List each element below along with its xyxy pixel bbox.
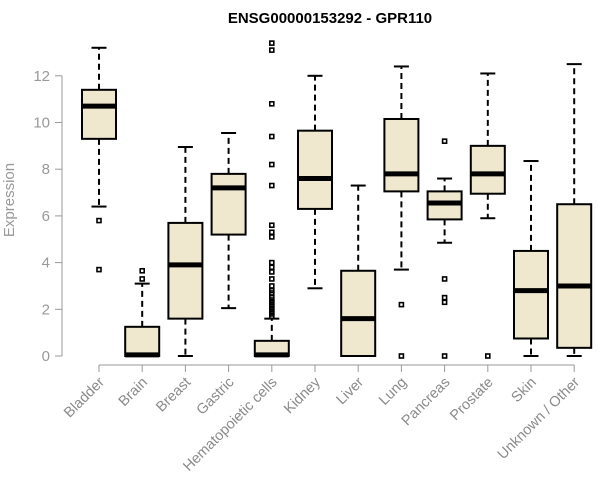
outlier-point bbox=[268, 229, 275, 236]
outlier-point bbox=[441, 353, 448, 359]
boxes-group bbox=[81, 40, 593, 359]
outlier-point bbox=[139, 276, 145, 282]
outlier-point bbox=[268, 234, 275, 240]
box-kidney bbox=[297, 129, 333, 210]
y-tick-label: 8 bbox=[42, 161, 50, 178]
box-brain bbox=[124, 325, 161, 357]
outlier-point bbox=[268, 40, 275, 46]
outlier-point bbox=[441, 294, 448, 301]
y-axis-label: Expression bbox=[1, 163, 18, 237]
x-tick-label: Liver bbox=[333, 374, 367, 408]
box-gastric bbox=[210, 172, 247, 236]
box-lung bbox=[383, 117, 420, 193]
outlier-point bbox=[96, 217, 102, 224]
x-tick-label: Skin bbox=[509, 375, 540, 406]
box-unknown-other bbox=[556, 203, 593, 349]
y-tick-label: 0 bbox=[42, 348, 50, 365]
outlier-point bbox=[268, 259, 275, 266]
axes: 0 2 4 6 8 10 12 bbox=[33, 68, 575, 372]
y-tick-label: 12 bbox=[33, 68, 50, 85]
y-tick-label: 6 bbox=[42, 208, 50, 225]
outlier-point bbox=[96, 266, 102, 273]
box-liver bbox=[340, 269, 377, 357]
outlier-point bbox=[268, 264, 275, 271]
outlier-point bbox=[398, 301, 405, 308]
x-tick-label: Breast bbox=[153, 375, 194, 416]
outlier-point bbox=[268, 182, 275, 189]
outlier-point bbox=[268, 47, 275, 53]
outlier-point bbox=[268, 283, 275, 289]
outlier-point bbox=[268, 161, 275, 168]
box-bladder bbox=[81, 88, 117, 140]
outlier-point bbox=[484, 353, 491, 359]
x-tick-label: Unknown / Other bbox=[495, 374, 583, 462]
outlier-point bbox=[268, 276, 275, 282]
outlier-point bbox=[268, 313, 275, 320]
box-prostate bbox=[469, 144, 506, 195]
outlier-point bbox=[441, 299, 448, 306]
x-tick-label: Brain bbox=[116, 375, 151, 410]
y-tick-label: 2 bbox=[42, 301, 50, 318]
x-tick-label: Bladder bbox=[61, 374, 108, 421]
outlier-point bbox=[268, 133, 275, 140]
y-tick-label: 4 bbox=[42, 255, 50, 272]
chart-title: ENSG00000153292 - GPR110 bbox=[228, 10, 432, 27]
box-skin bbox=[513, 249, 549, 340]
outlier-point bbox=[139, 267, 145, 274]
box-breast bbox=[167, 221, 204, 320]
outlier-point bbox=[441, 276, 448, 282]
x-tick-label: Lung bbox=[376, 375, 410, 409]
y-tick-label: 10 bbox=[33, 115, 50, 132]
x-tick-label: Prostate bbox=[447, 375, 496, 424]
x-tick-label: Kidney bbox=[281, 374, 324, 417]
outlier-point bbox=[268, 269, 275, 275]
outlier-point bbox=[398, 353, 405, 359]
outlier-point bbox=[268, 222, 275, 229]
outlier-point bbox=[441, 138, 448, 144]
outlier-point bbox=[268, 101, 275, 107]
